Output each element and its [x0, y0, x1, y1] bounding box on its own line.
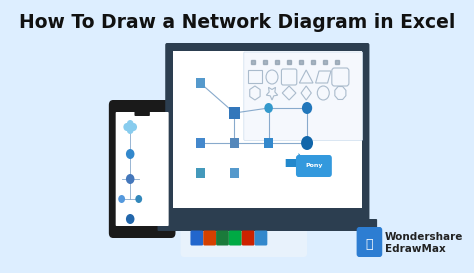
Bar	[229, 107, 239, 119]
Bar	[196, 168, 205, 178]
Circle shape	[118, 195, 125, 203]
FancyBboxPatch shape	[109, 100, 175, 238]
Bar	[196, 78, 205, 88]
Text: EdrawMax: EdrawMax	[385, 244, 446, 254]
Polygon shape	[286, 153, 307, 173]
FancyBboxPatch shape	[242, 230, 255, 245]
FancyBboxPatch shape	[191, 230, 203, 245]
Text: How To Draw a Network Diagram in Excel: How To Draw a Network Diagram in Excel	[19, 13, 455, 31]
Bar	[196, 138, 205, 148]
FancyBboxPatch shape	[244, 52, 363, 140]
FancyBboxPatch shape	[296, 155, 332, 177]
Text: ⎂: ⎂	[365, 238, 373, 251]
FancyBboxPatch shape	[216, 230, 229, 245]
FancyBboxPatch shape	[157, 219, 377, 231]
Circle shape	[136, 195, 142, 203]
Text: Pony: Pony	[305, 164, 323, 168]
Circle shape	[126, 214, 135, 224]
FancyBboxPatch shape	[181, 221, 307, 257]
Circle shape	[302, 102, 312, 114]
Circle shape	[126, 174, 135, 184]
Bar	[264, 138, 273, 148]
FancyBboxPatch shape	[135, 109, 150, 116]
Bar	[230, 138, 239, 148]
Bar	[248, 70, 262, 83]
Bar	[173, 51, 362, 208]
Circle shape	[126, 149, 135, 159]
FancyBboxPatch shape	[356, 227, 382, 257]
Circle shape	[264, 103, 273, 113]
Circle shape	[130, 123, 137, 131]
FancyBboxPatch shape	[255, 230, 267, 245]
Circle shape	[127, 120, 134, 128]
Circle shape	[127, 126, 134, 134]
Circle shape	[301, 136, 313, 150]
Text: Wondershare: Wondershare	[385, 232, 463, 242]
Circle shape	[123, 123, 130, 131]
FancyBboxPatch shape	[116, 112, 169, 226]
Bar	[230, 168, 239, 178]
FancyBboxPatch shape	[203, 230, 216, 245]
FancyBboxPatch shape	[229, 230, 242, 245]
FancyBboxPatch shape	[165, 43, 369, 222]
Circle shape	[127, 123, 134, 131]
